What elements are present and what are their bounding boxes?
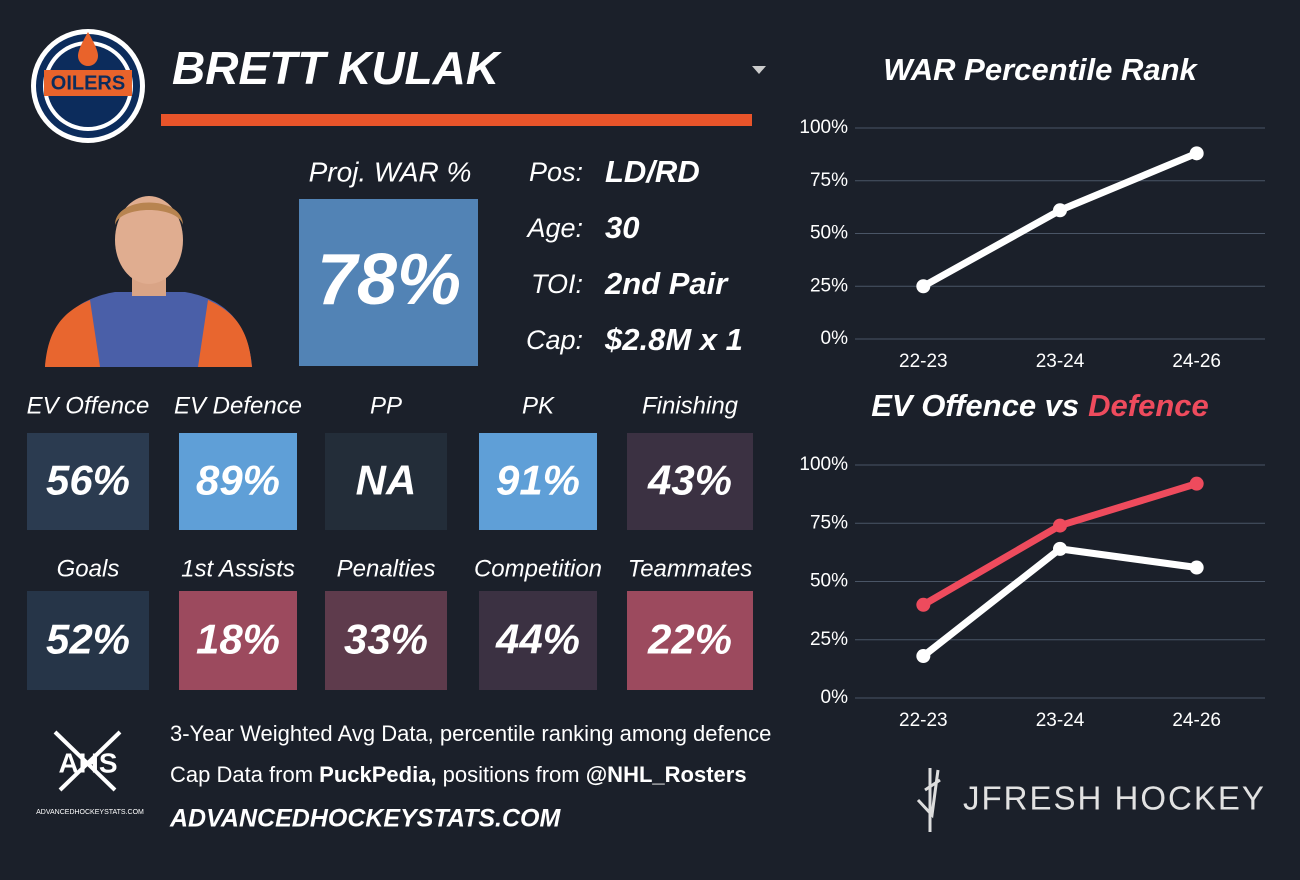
- x-tick-label: 22-23: [899, 351, 948, 372]
- logo-text: OILERS: [51, 72, 125, 94]
- series-point: [1189, 146, 1204, 161]
- info-label: Cap:: [526, 325, 583, 355]
- tile-label: Penalties: [337, 555, 436, 582]
- ahs-text: AHS: [58, 747, 117, 778]
- title-text: EV Offence vs: [871, 388, 1079, 423]
- tile-label: EV Offence: [27, 392, 150, 419]
- tile: [627, 433, 753, 530]
- info-label: Pos:: [529, 157, 583, 187]
- y-tick-label: 100%: [799, 454, 848, 475]
- brand-text: JFRESH HOCKEY: [963, 780, 1266, 817]
- series-point: [1189, 560, 1204, 575]
- x-tick-label: 24-26: [1172, 710, 1221, 731]
- y-tick-label: 25%: [810, 275, 848, 296]
- series-point: [916, 279, 931, 294]
- info-value: $2.8M x 1: [604, 322, 743, 357]
- tiles: EV Offence 56% EV Defence 89% PP NA PK 91% Finis…: [27, 392, 753, 690]
- tile: [479, 433, 597, 530]
- projection-label: Proj. WAR %: [309, 156, 472, 187]
- x-tick-label: 22-23: [899, 710, 948, 731]
- tile-value: 56%: [46, 457, 130, 504]
- tile-value: 91%: [496, 457, 580, 504]
- projection-box: [299, 199, 478, 366]
- player-name: BRETT KULAK: [172, 42, 502, 94]
- y-tick-label: 25%: [810, 629, 848, 650]
- ahs-subtext: ADVANCEDHOCKEYSTATS.COM: [36, 809, 144, 816]
- y-tick-label: 0%: [821, 328, 849, 349]
- tile-value: 89%: [196, 457, 280, 504]
- chart-title: EV Offence vs Defence: [871, 388, 1209, 423]
- info-value: 2nd Pair: [604, 266, 729, 301]
- y-tick-label: 50%: [810, 571, 848, 592]
- series-point: [1189, 476, 1204, 491]
- info-value: LD/RD: [605, 154, 700, 189]
- title-text: WAR Percentile Rank: [883, 52, 1198, 87]
- projection-value: 78%: [317, 240, 461, 320]
- tile: [325, 591, 447, 690]
- x-tick-label: 23-24: [1036, 710, 1085, 731]
- tile-value: 43%: [647, 457, 732, 504]
- tile-label: PK: [522, 392, 555, 419]
- x-tick-label: 23-24: [1036, 351, 1085, 372]
- credit-part: @NHL_Rosters: [586, 762, 747, 787]
- footer-credits: Cap Data from PuckPedia, positions from …: [170, 762, 747, 787]
- tile-label: PP: [370, 392, 402, 419]
- tile: [27, 591, 149, 690]
- credit-part: positions from: [437, 762, 586, 787]
- tile-label: EV Defence: [174, 392, 302, 419]
- tile: [325, 433, 447, 530]
- tile: [479, 591, 597, 690]
- info-list: Pos: LD/RD Age: 30 TOI: 2nd Pair Cap: $2.8M x 1: [525, 154, 742, 357]
- tile-value: 22%: [647, 616, 732, 663]
- footer-note: 3-Year Weighted Avg Data, percentile ran…: [170, 721, 771, 746]
- footer-site[interactable]: ADVANCEDHOCKEYSTATS.COM: [169, 805, 561, 833]
- y-tick-label: 75%: [810, 170, 848, 191]
- series-point: [916, 649, 931, 664]
- brand-logo: JFRESH HOCKEY: [916, 768, 1266, 832]
- tile-label: 1st Assists: [181, 555, 295, 582]
- tile-value: 18%: [196, 616, 280, 663]
- tile-value: NA: [356, 457, 417, 504]
- y-tick-label: 100%: [799, 117, 848, 138]
- player-photo: [45, 196, 252, 367]
- series-point: [1053, 518, 1067, 533]
- y-tick-label: 75%: [810, 512, 848, 533]
- dropdown-arrow[interactable]: [752, 66, 766, 74]
- title-highlight: Defence: [1088, 388, 1209, 423]
- team-logo: OILERS: [31, 29, 145, 143]
- series-point: [1053, 203, 1067, 218]
- x-tick-label: 24-26: [1172, 351, 1221, 372]
- tile-value: 52%: [46, 616, 130, 663]
- info-label: Age:: [525, 213, 583, 243]
- tile: [179, 591, 297, 690]
- y-tick-label: 0%: [821, 687, 849, 708]
- tile-value: 44%: [495, 616, 580, 663]
- info-value: 30: [605, 210, 639, 245]
- tile-label: Competition: [474, 555, 602, 582]
- series-point: [1053, 541, 1067, 556]
- series-point: [916, 597, 931, 612]
- info-label: TOI:: [531, 269, 583, 299]
- tile: [27, 433, 149, 530]
- tile-label: Finishing: [642, 392, 739, 419]
- chart-title: WAR Percentile Rank: [883, 52, 1198, 87]
- tile-label: Goals: [57, 555, 120, 582]
- charts: WAR Percentile Rank 0% 25% 50% 75% 100% 22-23 2…: [799, 52, 1265, 731]
- tile: [179, 433, 297, 530]
- ahs-logo: AHS ADVANCEDHOCKEYSTATS.COM: [36, 730, 144, 816]
- name-underline: [161, 114, 752, 126]
- y-tick-label: 50%: [810, 223, 848, 244]
- tile-label: Teammates: [628, 555, 753, 582]
- credit-part: PuckPedia,: [319, 762, 436, 787]
- tile: [627, 591, 753, 690]
- tile-value: 33%: [344, 616, 428, 663]
- credit-part: Cap Data from: [170, 762, 319, 787]
